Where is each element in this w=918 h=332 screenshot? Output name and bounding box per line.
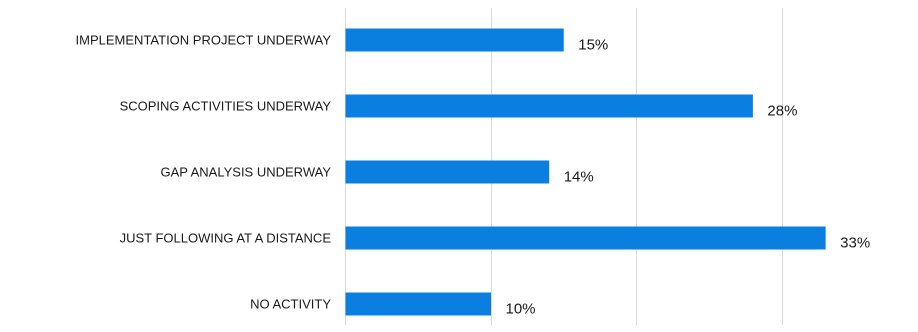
category-label-4: NO ACTIVITY: [250, 297, 331, 312]
bar-1: [345, 94, 753, 118]
category-label-0: IMPLEMENTATION PROJECT UNDERWAY: [76, 33, 332, 48]
category-label-3: JUST FOLLOWING AT A DISTANCE: [120, 231, 332, 246]
data-labels: 15% 28% 14% 33% 10%: [506, 37, 871, 318]
bars: [345, 28, 826, 316]
category-label-1: SCOPING ACTIVITIES UNDERWAY: [120, 99, 332, 114]
data-label-4: 10%: [506, 301, 536, 318]
category-label-2: GAP ANALYSIS UNDERWAY: [161, 165, 332, 180]
data-label-0: 15%: [578, 37, 608, 54]
bar-4: [345, 292, 491, 316]
data-label-1: 28%: [767, 103, 797, 120]
data-label-3: 33%: [840, 235, 870, 252]
category-labels: IMPLEMENTATION PROJECT UNDERWAY SCOPING A…: [76, 33, 332, 312]
bar-2: [345, 160, 550, 184]
bar-0: [345, 28, 564, 52]
data-label-2: 14%: [564, 169, 594, 186]
bar-3: [345, 226, 826, 250]
